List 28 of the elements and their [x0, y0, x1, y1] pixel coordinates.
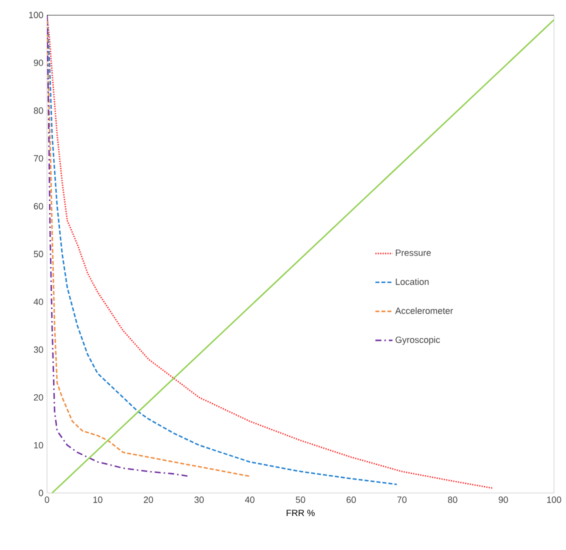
- legend-label: Location: [396, 278, 429, 285]
- x-tick-label: 80: [448, 496, 458, 503]
- x-tick-label: 20: [144, 496, 154, 503]
- y-tick-label: 0: [38, 490, 44, 496]
- legend-label: Pressure: [396, 250, 431, 256]
- y-tick-label: 90: [34, 60, 44, 66]
- y-tick-label: 70: [34, 155, 44, 162]
- x-tick-label: 100: [547, 496, 562, 503]
- x-tick-label: 90: [498, 496, 508, 503]
- y-tick-label: 10: [34, 442, 44, 448]
- line-series: [47, 14, 190, 477]
- y-tick-label: 20: [34, 394, 44, 401]
- x-tick-label: 50: [296, 496, 306, 503]
- legend-label: Accelerometer: [395, 307, 454, 314]
- x-tick-label: 0: [44, 496, 50, 503]
- x-tick-label: 40: [245, 496, 254, 503]
- x-tick-label: 10: [93, 496, 102, 503]
- x-tick-label: 70: [397, 496, 407, 503]
- x-axis-title: FRR %: [286, 510, 315, 516]
- x-tick-label: 30: [194, 496, 204, 503]
- y-tick-label: 100: [29, 12, 44, 18]
- y-tick-label: 40: [34, 298, 44, 305]
- y-tick-label: 30: [34, 346, 44, 353]
- legend-label: Gyroscopic: [396, 336, 440, 345]
- y-tick-label: 60: [34, 203, 44, 210]
- y-tick-label: 50: [34, 250, 44, 258]
- x-tick-label: 60: [346, 496, 356, 503]
- y-tick-label: 80: [34, 107, 44, 114]
